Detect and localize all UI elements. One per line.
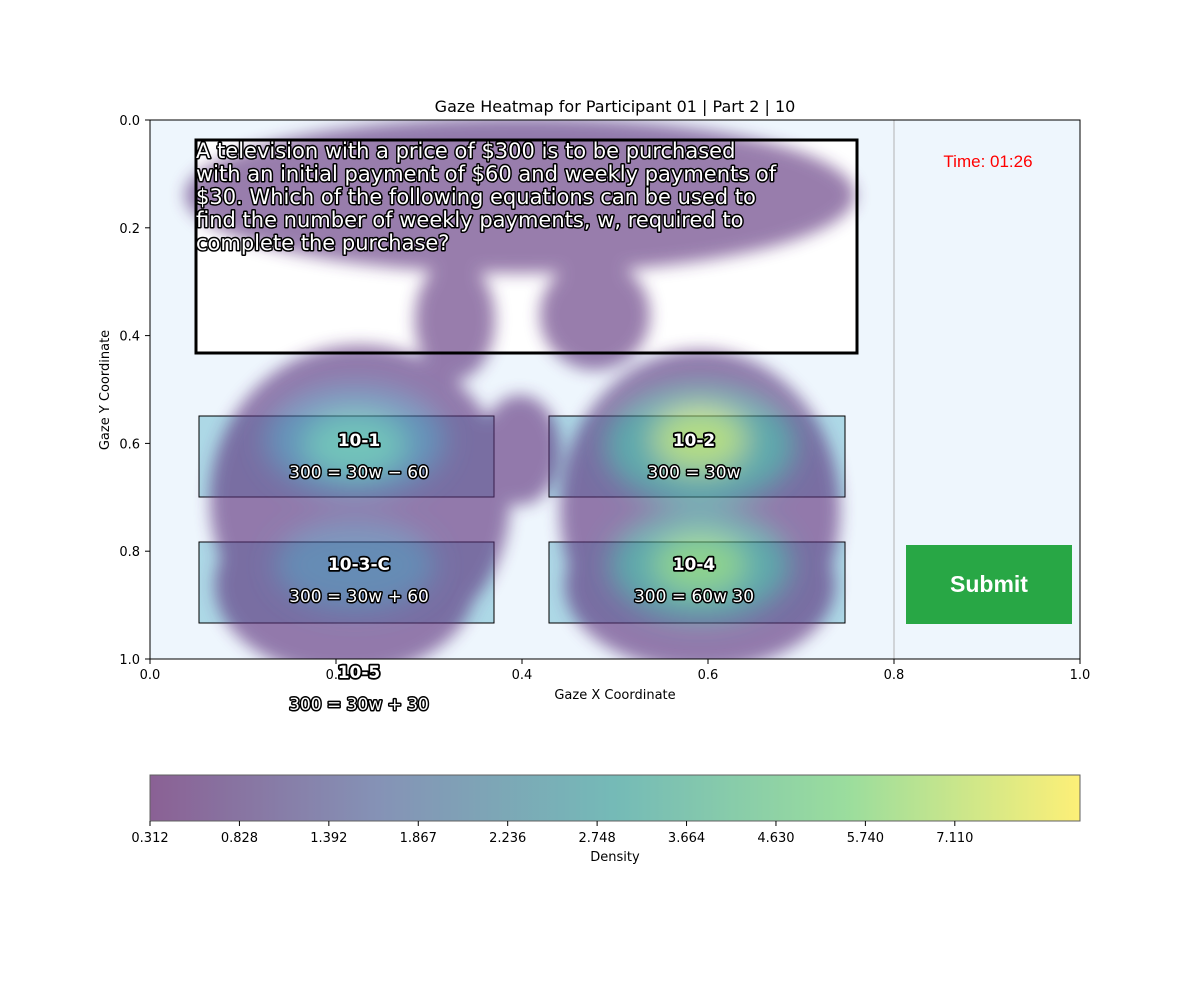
y-tick-label: 1.0 xyxy=(119,653,140,668)
question-line-1: A television with a price of $300 is to … xyxy=(196,139,735,163)
question-box-border xyxy=(194,138,859,355)
option-equation-10-3-C: 300 = 30w + 60 xyxy=(289,587,429,607)
colorbar-tick-label: 5.740 xyxy=(847,831,884,846)
question-line-2: with an initial payment of $60 and weekl… xyxy=(196,162,777,186)
x-axis-ticks: 0.0 0.2 0.4 0.6 0.8 1.0 xyxy=(140,659,1091,683)
colorbar-tick-label: 0.828 xyxy=(221,831,258,846)
colorbar-tick-label: 4.630 xyxy=(757,831,794,846)
colorbar-tick-label: 3.664 xyxy=(668,831,705,846)
colorbar-tick-label: 7.110 xyxy=(936,831,973,846)
y-tick-label: 0.0 xyxy=(119,114,140,129)
x-tick-label: 0.0 xyxy=(140,668,161,683)
y-tick-label: 0.8 xyxy=(119,545,140,560)
option-equation-10-5: 300 = 30w + 30 xyxy=(289,695,429,715)
colorbar-tick-label: 2.748 xyxy=(579,831,616,846)
x-tick-label: 1.0 xyxy=(1070,668,1091,683)
option-id-10-1: 10-1 xyxy=(338,431,381,451)
option-equation-10-2: 300 = 30w xyxy=(647,463,740,483)
question-line-4: find the number of weekly payments, w, r… xyxy=(196,208,743,232)
y-axis-label: Gaze Y Coordinate xyxy=(98,330,113,450)
colorbar-tick-label: 1.867 xyxy=(400,831,437,846)
option-id-10-2: 10-2 xyxy=(673,431,716,451)
submit-label[interactable]: Submit xyxy=(950,571,1028,597)
y-tick-label: 0.4 xyxy=(119,330,140,345)
timer-text: Time: 01:26 xyxy=(943,152,1032,171)
colorbar-tick-label: 2.236 xyxy=(489,831,526,846)
question-line-5: complete the purchase? xyxy=(196,231,449,255)
chart-title: Gaze Heatmap for Participant 01 | Part 2… xyxy=(435,97,796,116)
colorbar-ticks: 0.312 0.828 1.392 1.867 2.236 2.748 3.664 4.630… xyxy=(131,821,973,846)
x-axis-label: Gaze X Coordinate xyxy=(554,688,675,703)
density-overlay xyxy=(185,120,855,659)
option-equation-10-4: 300 = 60w 30 xyxy=(634,587,754,607)
colorbar-label: Density xyxy=(590,850,640,865)
option-equation-10-1: 300 = 30w − 60 xyxy=(289,463,429,483)
x-tick-label: 0.8 xyxy=(884,668,905,683)
y-tick-label: 0.2 xyxy=(119,222,140,237)
x-tick-label: 0.4 xyxy=(512,668,533,683)
x-tick-label: 0.6 xyxy=(698,668,719,683)
option-id-10-5: 10-5 xyxy=(338,663,381,683)
colorbar xyxy=(149,774,1081,822)
y-axis-ticks: 0.0 0.2 0.4 0.6 0.8 1.0 xyxy=(119,114,150,668)
y-tick-label: 0.6 xyxy=(119,437,140,452)
question-line-3: $30. Which of the following equations ca… xyxy=(196,185,756,209)
colorbar-tick-label: 0.312 xyxy=(131,831,168,846)
question-text: A television with a price of $300 is to … xyxy=(195,138,779,257)
x-tick-label: 0.2 xyxy=(326,668,347,683)
axes-frame xyxy=(149,119,1081,660)
option-id-10-4: 10-4 xyxy=(673,555,716,575)
colorbar-tick-label: 1.392 xyxy=(310,831,347,846)
submit-button[interactable]: Submit xyxy=(906,545,1072,624)
option-id-10-3-C: 10-3-C xyxy=(328,555,390,575)
